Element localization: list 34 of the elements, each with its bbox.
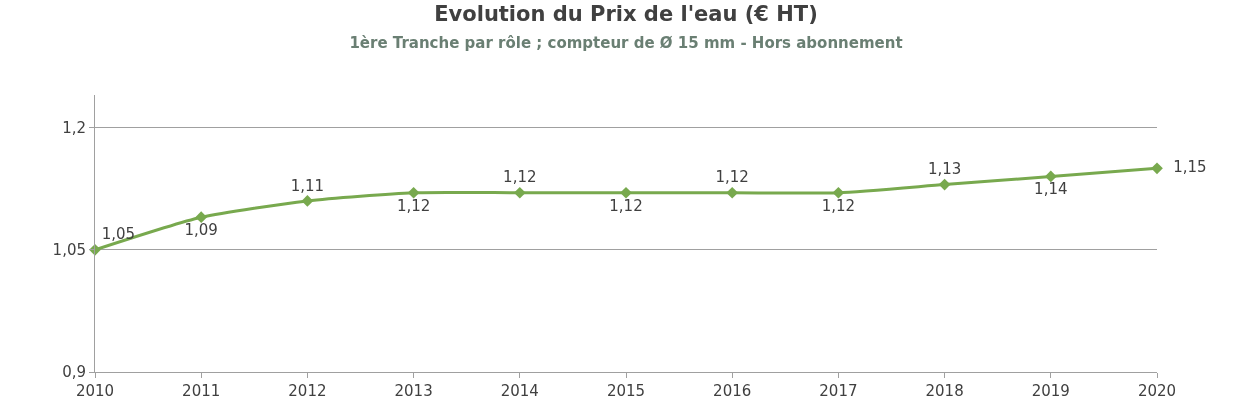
x-tick-label: 2010 — [75, 382, 115, 400]
y-tick-label: 1,05 — [52, 241, 86, 260]
y-tick-label: 1,2 — [62, 118, 86, 137]
point — [195, 211, 208, 224]
data-label: 1,13 — [927, 160, 962, 179]
point — [620, 186, 632, 199]
data-label: 1,12 — [715, 168, 749, 187]
data-label: 1,09 — [184, 221, 218, 240]
x-tick-label: 2017 — [819, 382, 858, 400]
chart-subtitle: 1ère Tranche par rôle ; compteur de Ø 15 mm - Hors abonnement — [349, 34, 903, 53]
data-label: 1,12 — [821, 196, 856, 215]
chart-title: Evolution du Prix de l'eau (€ HT) — [434, 1, 818, 26]
point — [407, 186, 420, 199]
data-label: 1,11 — [290, 176, 325, 195]
point — [1044, 170, 1057, 183]
x-tick-label: 2011 — [182, 382, 221, 400]
x-tick-label: 2012 — [288, 382, 327, 400]
data-label: 1,12 — [396, 196, 431, 215]
data-label: 1,15 — [1163, 158, 1207, 177]
x-tick-label: 2020 — [1137, 382, 1177, 400]
point — [1151, 162, 1163, 175]
data-label: 1,14 — [1034, 180, 1068, 199]
y-tick-label: 0,9 — [62, 363, 86, 382]
x-tick-label: 2013 — [394, 382, 433, 400]
x-tick-label: 2014 — [500, 382, 539, 400]
data-label: 1,12 — [609, 196, 643, 215]
x-tick-label: 2015 — [606, 382, 646, 400]
data-label: 1,05 — [101, 225, 136, 244]
point — [938, 178, 951, 191]
x-tick-label: 2016 — [713, 382, 752, 400]
data-label: 1,12 — [503, 168, 537, 187]
point — [301, 195, 314, 207]
x-tick-label: 2018 — [925, 382, 964, 400]
x-tick-label: 2019 — [1031, 382, 1070, 400]
